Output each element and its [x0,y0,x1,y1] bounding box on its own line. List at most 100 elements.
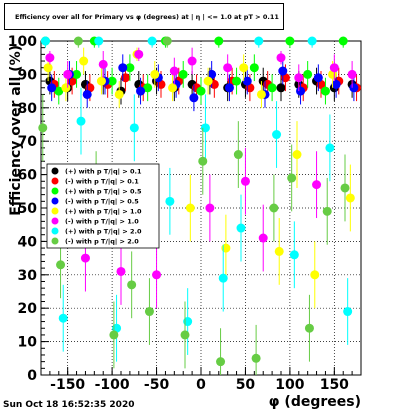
y-axis-label: Efficiency over all (%) [8,45,24,216]
y-tick-label: 30 [18,268,38,284]
data-point [307,36,317,46]
data-point [242,76,252,86]
legend-label: (+) with p T/|q| > 0.1 [65,168,142,177]
y-tick-label: 60 [18,168,38,184]
data-point [169,66,179,76]
legend-marker [51,207,59,215]
data-point [96,76,106,86]
data-point [98,59,108,69]
data-point [289,250,299,260]
data-point [276,83,286,93]
data-point [312,180,322,190]
legend-marker [51,167,59,175]
data-point [205,203,215,213]
data-point [178,69,188,79]
legend-box [46,163,160,249]
data-point [272,130,282,140]
y-tick-label: 80 [18,101,38,117]
data-point [340,183,350,193]
legend-label: (-) with p T/|q| > 2.0 [65,238,139,247]
data-point [251,353,261,363]
data-point [61,83,71,93]
legend-label: (+) with p T/|q| > 0.5 [65,188,142,197]
data-point [249,63,259,73]
chart-title-box: Efficiency over all for Primary vs φ (de… [4,3,284,30]
data-point [189,93,199,103]
legend-marker [51,237,59,245]
legend-label: (-) with p T/|q| > 0.1 [65,178,139,187]
data-point [254,36,264,46]
data-point [322,206,332,216]
y-tick-label: 100 [8,34,37,50]
legend-label: (-) with p T/|q| > 1.0 [65,218,139,227]
data-point [40,36,50,46]
data-point [118,63,128,73]
legend-label: (-) with p T/|q| > 0.5 [65,198,139,207]
data-point [325,143,335,153]
data-point [232,76,242,86]
data-point [256,89,266,99]
data-point [274,246,284,256]
data-point [223,63,233,73]
x-axis-label: φ (degrees) [269,394,361,410]
data-point [269,203,279,213]
data-point [82,89,92,99]
data-point [347,69,357,79]
x-tick-label: -50 [144,377,170,393]
data-point [168,83,178,93]
data-point [109,330,119,340]
data-point [239,63,249,73]
x-tick-label: 100 [275,377,304,393]
y-tick-label: 40 [18,234,38,250]
data-point [349,83,359,93]
data-point [233,150,243,160]
data-point [125,63,135,73]
data-point [144,307,154,317]
data-point [54,86,64,96]
data-point [180,330,190,340]
data-point [187,56,197,66]
legend-marker [51,177,59,185]
data-point [79,56,89,66]
data-point [320,86,330,96]
data-point [310,270,320,280]
timestamp-footer: Sun Oct 18 16:52:35 2020 [3,400,135,410]
data-point [285,36,295,46]
data-point [136,86,146,96]
data-point [198,156,208,166]
data-point [47,83,57,93]
data-point [258,233,268,243]
data-point [147,36,157,46]
data-point [116,266,126,276]
data-point [196,86,206,96]
data-point [214,36,224,46]
data-point [56,260,66,270]
data-point [287,173,297,183]
data-point [72,69,82,79]
data-point [143,83,153,93]
data-point [76,116,86,126]
x-tick-label: 0 [196,377,206,393]
data-point [162,36,172,46]
data-point [338,36,348,46]
data-point [127,280,137,290]
data-point [240,176,250,186]
data-point [165,196,175,206]
data-point [80,253,90,263]
data-point [216,357,226,367]
data-point [224,83,234,93]
data-point [294,73,304,83]
x-tick-label: 50 [236,377,256,393]
data-point [114,89,124,99]
x-tick-label: -100 [95,377,130,393]
y-tick-label: 20 [18,301,38,317]
data-point [343,307,353,317]
data-point [267,83,277,93]
y-tick-label: 50 [18,201,38,217]
chart-title: Efficiency over all for Primary vs φ (de… [15,13,279,21]
data-point [218,273,228,283]
data-point [43,63,53,73]
data-point [152,270,162,280]
data-point [150,69,160,79]
